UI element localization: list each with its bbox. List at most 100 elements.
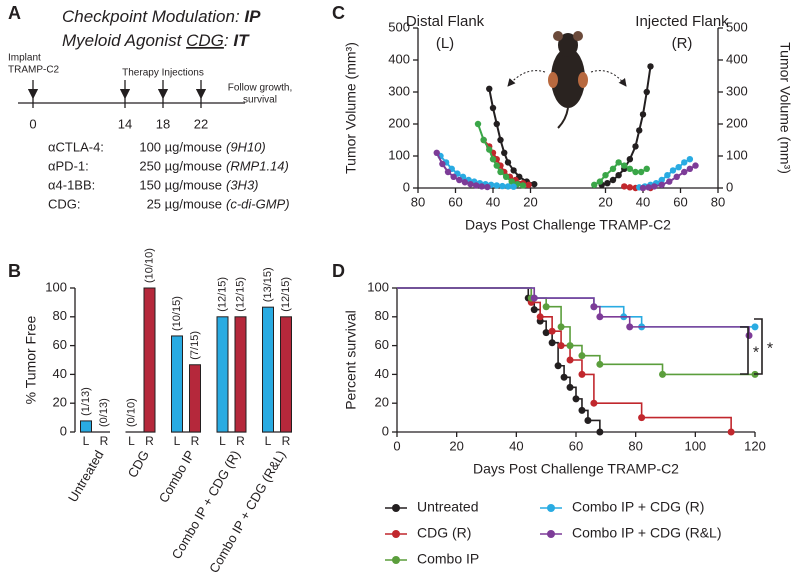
- survival-point: [536, 313, 544, 321]
- dose-clone: (3H3): [226, 177, 259, 192]
- bar: [234, 316, 247, 433]
- panel-label: A: [8, 3, 21, 23]
- dose-agent: αPD-1:: [48, 158, 89, 173]
- flank-title: Distal Flank: [406, 13, 485, 30]
- growth-point: [510, 167, 517, 174]
- bar: [262, 306, 274, 433]
- significance-bracket: [740, 326, 749, 375]
- legend-marker: [392, 556, 400, 564]
- survival-curve: [397, 287, 732, 432]
- value-label: (1/13): [80, 387, 92, 416]
- growth-point: [497, 136, 504, 144]
- growth-point: [525, 181, 532, 188]
- flank-title: (L): [436, 35, 454, 52]
- growth-point: [510, 183, 517, 190]
- x-tick-label: 80: [711, 194, 725, 209]
- y-tick-label: 0: [60, 423, 67, 438]
- y-tick-label: 500: [388, 19, 410, 34]
- growth-point: [673, 173, 680, 180]
- legend-marker: [392, 530, 400, 538]
- timeline-title: Checkpoint Modulation: IP: [62, 7, 261, 26]
- y-tick-label: 20: [53, 395, 67, 410]
- growth-point: [626, 156, 634, 163]
- value-label: (12/15): [234, 277, 246, 312]
- growth-point: [472, 182, 480, 189]
- follow-label: survival: [243, 95, 277, 106]
- bar-sub-label: L: [83, 434, 90, 448]
- growth-point: [456, 176, 463, 184]
- survival-point: [590, 399, 598, 407]
- x-tick-label: CDG: [125, 448, 152, 481]
- x-axis-label: Days Post Challenge TRAMP-C2: [465, 217, 671, 233]
- growth-point: [450, 173, 457, 180]
- y-tick-label: 40: [53, 366, 67, 381]
- y-tick-label: 40: [375, 366, 389, 381]
- growth-point: [602, 172, 609, 179]
- implant-label: TRAMP-C2: [8, 65, 60, 76]
- day-label: 18: [156, 116, 170, 131]
- growth-point: [474, 120, 482, 128]
- value-label: (0/10): [125, 398, 137, 427]
- y-tick-label: 60: [53, 337, 67, 352]
- y2-tick-label: 300: [726, 83, 748, 98]
- growth-point: [658, 176, 665, 184]
- x-tick-label: 60: [448, 194, 462, 209]
- dose-agent: αCTLA-4:: [48, 139, 104, 154]
- growth-point: [621, 162, 628, 169]
- y-tick-label: 0: [382, 423, 389, 438]
- legend-label: Combo IP + CDG (R&L): [572, 525, 722, 541]
- bar-sub-label: R: [282, 434, 291, 448]
- legend-label: CDG (R): [417, 525, 471, 541]
- implant-label: Implant: [8, 53, 41, 64]
- survival-point: [548, 327, 556, 335]
- x-tick-label: 20: [449, 438, 463, 453]
- survival-point: [548, 339, 556, 347]
- bar-sub-label: R: [191, 434, 200, 448]
- growth-point: [504, 159, 512, 166]
- survival-point: [751, 323, 759, 331]
- y2-tick-label: 100: [726, 147, 748, 162]
- bar: [143, 287, 156, 433]
- x-tick-label: Untreated: [65, 448, 107, 505]
- growth-point: [651, 183, 658, 190]
- mouse-illustration: [507, 31, 627, 129]
- dose-clone: (9H10): [226, 139, 266, 154]
- bar-sub-label: L: [128, 434, 135, 448]
- title-emph: IP: [244, 7, 261, 26]
- survival-point: [596, 360, 604, 368]
- y-axis-label: Tumor Volume (mm³): [343, 42, 359, 174]
- growth-point: [480, 136, 487, 144]
- growth-point: [609, 165, 617, 172]
- growth-point: [497, 168, 504, 176]
- growth-point: [596, 178, 604, 185]
- y2-tick-label: 200: [726, 115, 748, 130]
- growth-point: [439, 160, 446, 168]
- value-label: (10/15): [171, 296, 183, 331]
- survival-curve: [397, 287, 755, 376]
- x-tick-label: 40: [486, 194, 500, 209]
- growth-point: [637, 168, 645, 176]
- bar-sub-label: L: [219, 434, 226, 448]
- growth-point: [632, 143, 639, 150]
- growth-point: [504, 183, 512, 190]
- growth-point: [489, 104, 497, 112]
- y2-tick-label: 500: [726, 19, 748, 34]
- growth-point: [493, 182, 500, 189]
- bar-sub-label: L: [174, 434, 181, 448]
- significance-bracket: [754, 318, 763, 375]
- day-label: 22: [194, 116, 208, 131]
- growth-point: [493, 120, 500, 128]
- survival-point: [638, 414, 646, 422]
- growth-point: [615, 159, 622, 166]
- growth-point: [639, 184, 647, 192]
- y2-tick-label: 0: [726, 179, 733, 194]
- growth-point: [632, 168, 639, 176]
- bar: [171, 335, 183, 433]
- title-emph: IT: [233, 31, 250, 50]
- y-tick-label: 300: [388, 83, 410, 98]
- growth-point: [461, 179, 469, 186]
- survival-point: [596, 428, 604, 436]
- growth-point: [486, 146, 493, 153]
- survival-point: [542, 303, 550, 311]
- growth-point: [681, 168, 688, 176]
